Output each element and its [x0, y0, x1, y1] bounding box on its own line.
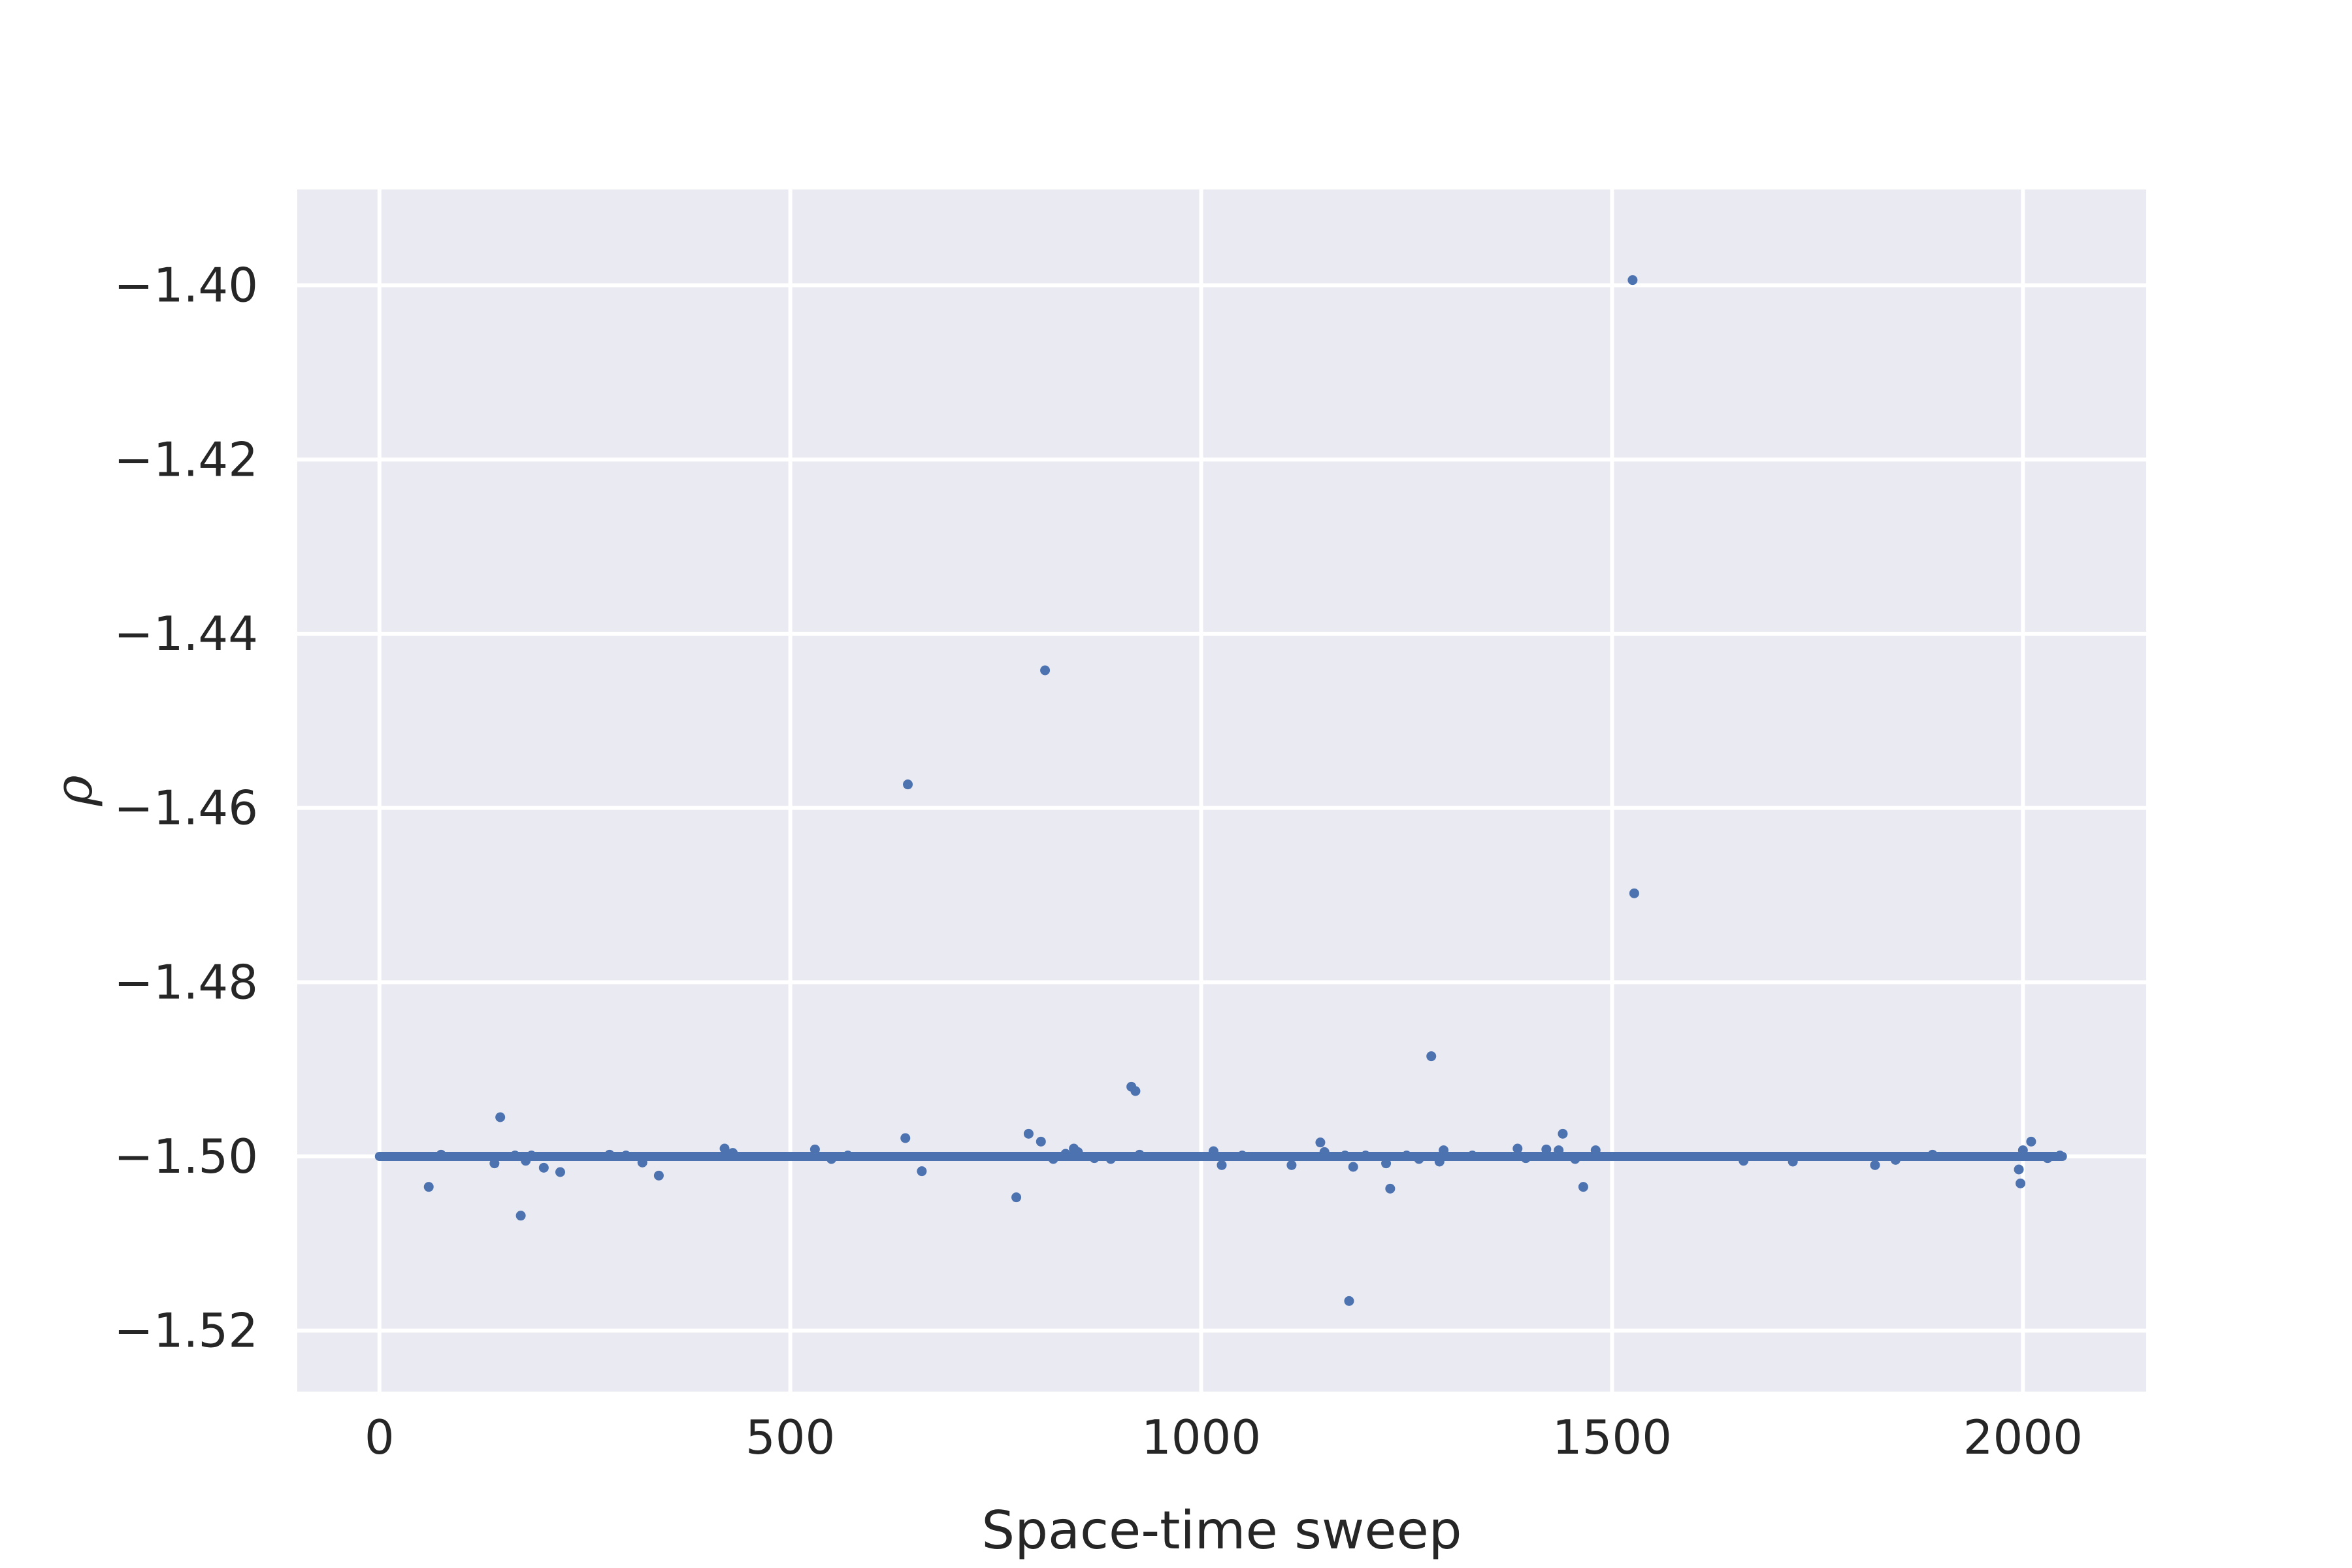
y-tick-labels: −1.52 −1.50 −1.48 −1.46 −1.44 −1.42 −1.40 [114, 258, 258, 1358]
data-point [1130, 1086, 1141, 1096]
data-point [1344, 1296, 1354, 1306]
y-tick-label: −1.46 [114, 781, 258, 836]
data-point [1286, 1160, 1297, 1170]
data-point [1048, 1154, 1058, 1164]
data-point [1385, 1183, 1396, 1194]
data-point [1105, 1154, 1116, 1164]
data-point [1040, 665, 1051, 676]
data-point [555, 1167, 565, 1177]
data-point [1541, 1144, 1552, 1154]
data-point [1036, 1136, 1046, 1147]
y-tick-label: −1.40 [114, 258, 258, 313]
data-point [653, 1170, 664, 1181]
data-point [1319, 1147, 1330, 1157]
data-point [1439, 1145, 1449, 1156]
data-point [1558, 1128, 1568, 1139]
data-points [423, 275, 2065, 1306]
data-point [604, 1149, 615, 1160]
data-point [1890, 1154, 1901, 1165]
y-tick-label: −1.52 [114, 1303, 258, 1358]
data-point [1315, 1137, 1326, 1148]
data-point [1739, 1156, 1749, 1166]
x-tick-label: 2000 [1963, 1410, 2083, 1465]
data-point [900, 1133, 911, 1143]
data-point [1927, 1149, 1938, 1160]
data-point [495, 1112, 506, 1122]
y-tick-label: −1.42 [114, 432, 258, 487]
data-point [637, 1157, 647, 1168]
data-point [826, 1154, 837, 1164]
data-point [423, 1182, 434, 1192]
data-point [1023, 1128, 1034, 1139]
data-point [1237, 1151, 1247, 1161]
data-point [2014, 1164, 2024, 1175]
data-point [1578, 1182, 1588, 1192]
data-point [1520, 1153, 1531, 1164]
axes-background [297, 189, 2146, 1392]
y-tick-label: −1.44 [114, 606, 258, 661]
x-tick-labels: 0 500 1000 1500 2000 [365, 1410, 2083, 1465]
data-point [1011, 1192, 1022, 1203]
data-point [1788, 1156, 1798, 1167]
data-point [1360, 1151, 1371, 1161]
x-tick-label: 1000 [1141, 1410, 1261, 1465]
data-point [1434, 1156, 1445, 1167]
data-point [1426, 1051, 1437, 1062]
y-tick-label: −1.50 [114, 1129, 258, 1184]
x-tick-label: 0 [365, 1410, 395, 1465]
data-point [1089, 1153, 1100, 1164]
data-point [2016, 1178, 2026, 1188]
data-point [1060, 1149, 1071, 1159]
data-point [1217, 1160, 1227, 1170]
data-point [436, 1149, 446, 1160]
data-point [621, 1151, 631, 1161]
data-point [719, 1143, 730, 1154]
data-point [489, 1158, 500, 1169]
data-point [1134, 1149, 1145, 1160]
data-point [1208, 1146, 1218, 1156]
data-point [1627, 275, 1638, 286]
data-point [1554, 1145, 1564, 1156]
data-point [1414, 1154, 1424, 1164]
data-point [515, 1211, 526, 1221]
data-point [1467, 1151, 1478, 1161]
data-point [510, 1151, 520, 1161]
data-point [526, 1151, 536, 1161]
data-point [1590, 1145, 1601, 1156]
data-point [728, 1148, 738, 1158]
x-tick-label: 1500 [1552, 1410, 1672, 1465]
x-tick-label: 500 [745, 1410, 835, 1465]
data-point [538, 1162, 549, 1173]
data-point [2042, 1153, 2053, 1164]
y-axis-label: ρ [43, 775, 104, 806]
data-point [1381, 1158, 1392, 1169]
y-tick-label: −1.48 [114, 955, 258, 1009]
data-point [1340, 1151, 1350, 1161]
data-point [1629, 888, 1639, 898]
data-point [2055, 1151, 2065, 1161]
data-point [1401, 1151, 1412, 1161]
data-point [2017, 1145, 2028, 1156]
data-point [1512, 1143, 1523, 1154]
x-axis-label: Space-time sweep [981, 1500, 1462, 1561]
data-point [917, 1166, 927, 1177]
data-point [1870, 1160, 1880, 1170]
data-point [1073, 1147, 1083, 1157]
data-point [809, 1144, 820, 1154]
data-point [1570, 1154, 1580, 1164]
data-point [903, 779, 913, 790]
data-point [843, 1151, 853, 1161]
data-point [1348, 1162, 1358, 1172]
data-point [2026, 1136, 2036, 1147]
